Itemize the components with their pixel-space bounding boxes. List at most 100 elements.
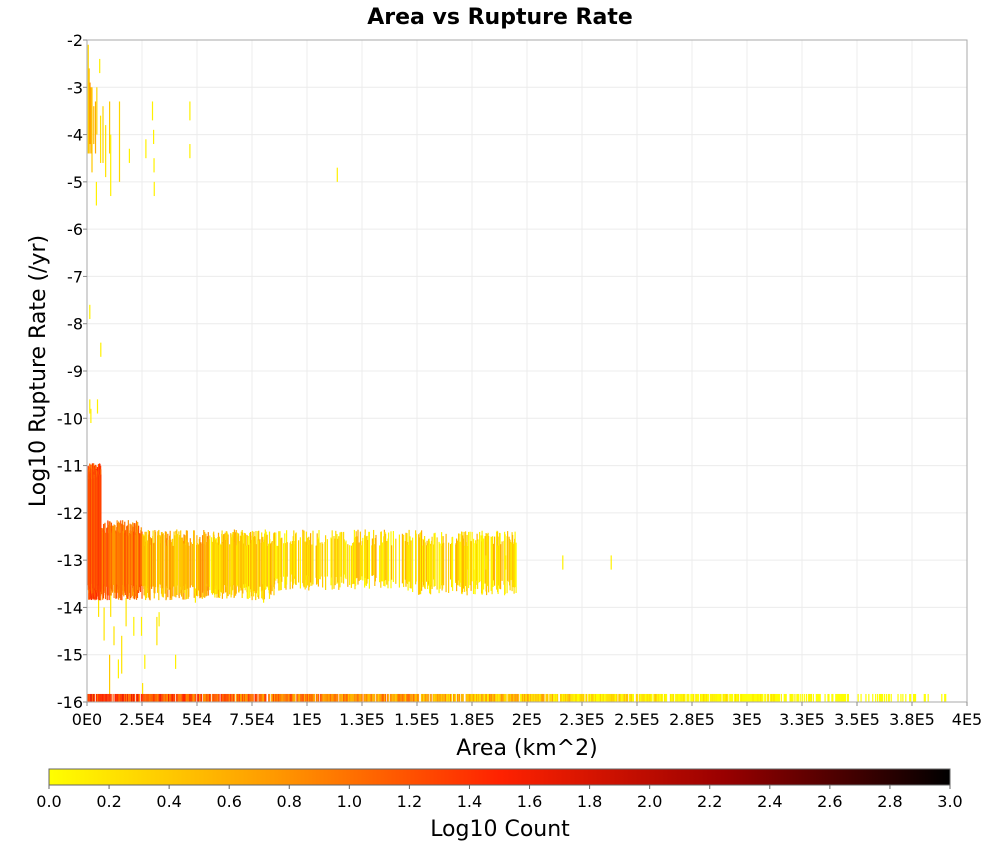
heatmap-cell <box>339 532 341 588</box>
heatmap-cell <box>693 693 695 702</box>
heatmap-cell <box>560 693 563 702</box>
x-tick-label: 3.8E5 <box>889 710 935 729</box>
heatmap-cell <box>872 693 874 702</box>
heatmap-cell <box>427 693 429 702</box>
heatmap-cell <box>271 540 273 592</box>
heatmap-cell <box>914 693 917 702</box>
heatmap-cell <box>349 693 352 702</box>
heatmap-cell <box>610 693 612 702</box>
y-axis-ticks: -2 -3 -4 -5 -6 -7 -8 -9 -10 -11 -12 -13 -14 -15 -16 <box>57 31 87 712</box>
heatmap-cell <box>174 535 176 597</box>
heatmap-cell <box>404 693 406 702</box>
heatmap-cell <box>371 693 373 702</box>
heatmap-cell <box>436 693 438 702</box>
heatmap-cell <box>280 693 282 702</box>
heatmap-cell <box>528 693 530 702</box>
heatmap-cell <box>176 693 178 702</box>
heatmap-cell <box>227 534 229 597</box>
heatmap-cell <box>445 533 447 593</box>
heatmap-cell <box>615 693 617 702</box>
heatmap-cell <box>623 693 625 702</box>
heatmap-cell <box>368 693 370 702</box>
heatmap-cell <box>89 399 91 414</box>
heatmap-cell <box>679 693 681 702</box>
heatmap-cell <box>562 555 564 570</box>
heatmap-cell <box>398 534 400 588</box>
heatmap-cell <box>364 693 366 702</box>
heatmap-cell <box>170 539 172 598</box>
heatmap-cell <box>198 693 200 702</box>
heatmap-cell <box>358 542 360 581</box>
heatmap-cell <box>682 693 684 702</box>
heatmap-cell <box>902 693 904 702</box>
heatmap-cell <box>387 693 389 702</box>
heatmap-cell <box>209 535 211 591</box>
heatmap-cell <box>900 693 902 702</box>
heatmap-cell <box>525 693 528 702</box>
heatmap-cell <box>770 693 772 702</box>
heatmap-cell <box>828 693 830 702</box>
heatmap-cell <box>497 693 499 702</box>
heatmap-cell <box>450 544 452 580</box>
heatmap-cell <box>842 693 845 702</box>
heatmap-cell <box>465 531 467 587</box>
heatmap-cell <box>784 693 786 702</box>
heatmap-cell <box>450 693 453 702</box>
heatmap-cell <box>133 616 135 636</box>
heatmap-cell <box>339 693 341 702</box>
heatmap-cell <box>747 693 749 702</box>
heatmap-cell <box>242 693 245 702</box>
heatmap-cell <box>875 693 877 702</box>
heatmap-cell <box>644 693 646 702</box>
heatmap-cell <box>94 693 96 702</box>
heatmap-cell <box>798 693 800 702</box>
heatmap-cell <box>298 693 300 702</box>
heatmap-cell <box>197 693 199 702</box>
heatmap-cell <box>531 693 533 702</box>
heatmap-cell <box>243 532 245 588</box>
heatmap-cell <box>417 693 420 702</box>
heatmap-cell <box>107 693 109 702</box>
heatmap-cell <box>574 693 576 702</box>
heatmap-cell <box>196 543 199 597</box>
heatmap-cell <box>213 693 215 702</box>
heatmap-cell <box>272 693 274 702</box>
heatmap-cell <box>444 693 446 702</box>
heatmap-cell <box>715 693 717 702</box>
heatmap-cell <box>200 693 202 702</box>
heatmap-cell <box>626 693 628 702</box>
heatmap-cell <box>130 693 132 702</box>
heatmap-cell <box>913 693 916 702</box>
y-axis-label: Log10 Rupture Rate (/yr) <box>26 235 51 507</box>
heatmap-cell <box>507 531 509 581</box>
heatmap-cell <box>843 693 846 702</box>
heatmap-cell <box>93 106 95 145</box>
heatmap-cell <box>350 545 352 588</box>
heatmap-cell <box>507 693 509 702</box>
heatmap-cell <box>405 693 407 702</box>
heatmap-cell <box>125 597 127 627</box>
heatmap-cell <box>658 693 660 702</box>
heatmap-cell <box>705 693 708 702</box>
heatmap-cell <box>353 693 355 702</box>
heatmap-cell <box>209 693 211 702</box>
heatmap-cell <box>537 693 539 702</box>
heatmap-cell <box>227 693 229 702</box>
heatmap-cell <box>319 693 321 702</box>
heatmap-cell <box>695 693 697 702</box>
heatmap-cell <box>416 693 419 702</box>
heatmap-cell <box>588 693 590 702</box>
heatmap-cell <box>177 693 179 702</box>
heatmap-cell <box>397 693 399 702</box>
heatmap-cell <box>208 539 210 587</box>
heatmap-cell <box>789 693 791 702</box>
heatmap-cell <box>731 693 733 702</box>
colorbar-tick-label: 1.0 <box>337 792 362 811</box>
heatmap-cell <box>590 693 592 702</box>
y-tick-label: -6 <box>67 220 83 239</box>
heatmap-cell <box>460 693 462 702</box>
heatmap-cell <box>489 693 492 702</box>
heatmap-cell <box>815 693 817 702</box>
heatmap-cell <box>118 693 120 702</box>
heatmap-cell <box>716 693 718 702</box>
